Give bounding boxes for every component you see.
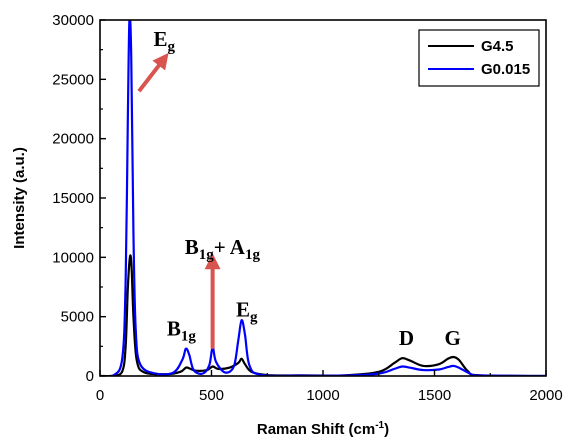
legend: G4.5 G0.015 <box>418 29 540 87</box>
peak-annotation: B1g+ A1g <box>185 235 261 263</box>
y-tick-label: 10000 <box>52 249 94 266</box>
y-axis-title: Intensity (a.u.) <box>11 147 28 249</box>
peak-annotation: Eg <box>236 298 258 326</box>
series-line-g0-015 <box>100 20 546 376</box>
series-layer <box>100 20 546 376</box>
x-tick-label: 500 <box>199 387 224 404</box>
x-tick-label: 0 <box>96 387 104 404</box>
ticks-layer: 0 500 1000 1500 2000050001000015000200002500… <box>52 12 562 404</box>
annotation-layer: Eg B1g+ A1g B1g Eg D G <box>137 27 461 350</box>
y-tick-label: 20000 <box>52 131 94 148</box>
y-tick-label: 0 <box>86 368 94 385</box>
legend-label-g0-015: G0.015 <box>481 61 530 78</box>
x-tick-label: 1500 <box>418 387 451 404</box>
annotation-arrow <box>137 52 169 93</box>
x-axis-title: Raman Shift (cm-1) <box>257 420 389 438</box>
peak-annotation: B1g <box>167 317 197 345</box>
legend-label-g4-5: G4.5 <box>481 38 514 55</box>
peak-annotation: G <box>445 326 461 350</box>
y-tick-label: 15000 <box>52 190 94 207</box>
y-tick-label: 5000 <box>61 309 94 326</box>
legend-box <box>418 29 540 87</box>
peak-annotation: Eg <box>154 27 176 55</box>
y-tick-label: 25000 <box>52 71 94 88</box>
x-tick-label: 1000 <box>306 387 339 404</box>
peak-annotation: D <box>399 326 414 350</box>
y-tick-label: 30000 <box>52 12 94 29</box>
x-tick-label: 2000 <box>529 387 562 404</box>
